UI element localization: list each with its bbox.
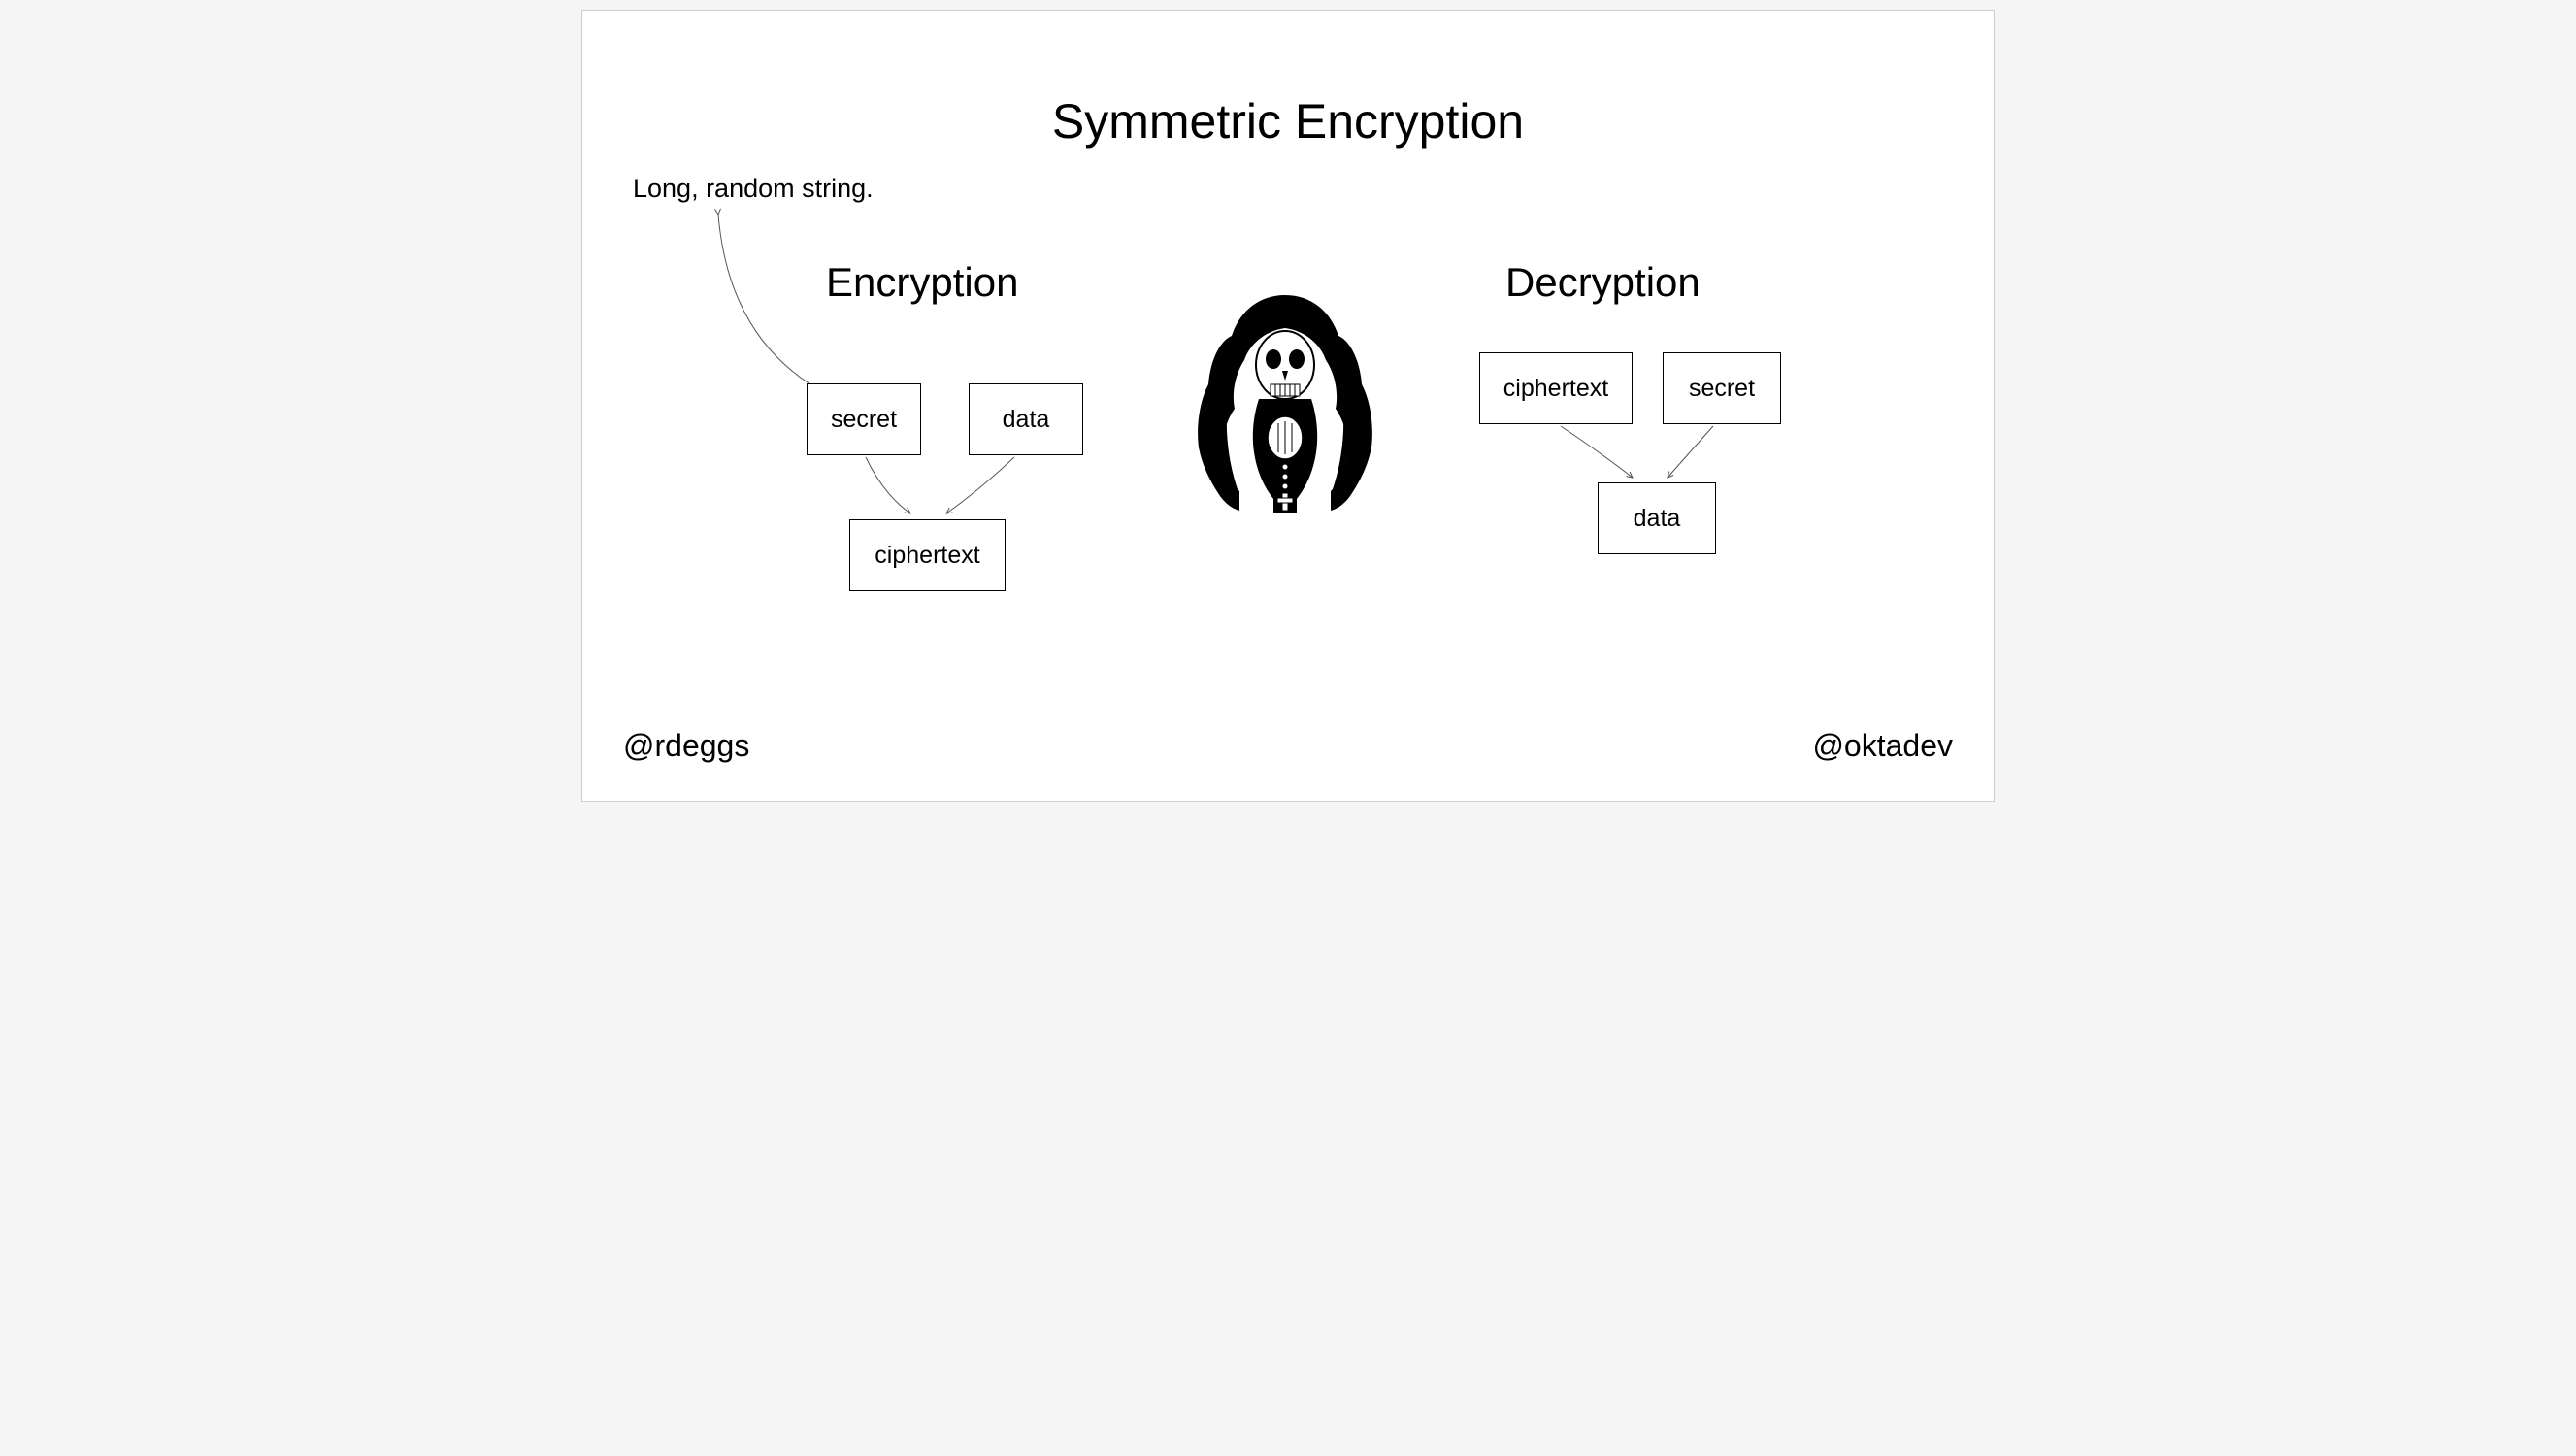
center-figure-icon (1181, 287, 1390, 515)
encryption-secret-box: secret (807, 383, 921, 455)
footer-left-handle: @rdeggs (623, 728, 749, 764)
encryption-arrow-secret (854, 455, 932, 523)
decryption-arrow-ciphertext (1553, 424, 1650, 487)
decryption-ciphertext-box: ciphertext (1479, 352, 1633, 424)
encryption-data-box: data (969, 383, 1083, 455)
decryption-arrow-secret (1660, 424, 1737, 487)
annotation-arrow (699, 205, 825, 399)
slide-container: Symmetric Encryption Long, random string… (581, 10, 1995, 802)
slide-title: Symmetric Encryption (582, 93, 1994, 149)
annotation-text: Long, random string. (633, 174, 874, 204)
decryption-data-box: data (1598, 482, 1716, 554)
encryption-title: Encryption (826, 259, 1018, 306)
encryption-arrow-data (932, 455, 1029, 523)
encryption-ciphertext-box: ciphertext (849, 519, 1006, 591)
decryption-secret-box: secret (1663, 352, 1781, 424)
decryption-title: Decryption (1505, 259, 1701, 306)
footer-right-handle: @oktadev (1812, 728, 1953, 764)
